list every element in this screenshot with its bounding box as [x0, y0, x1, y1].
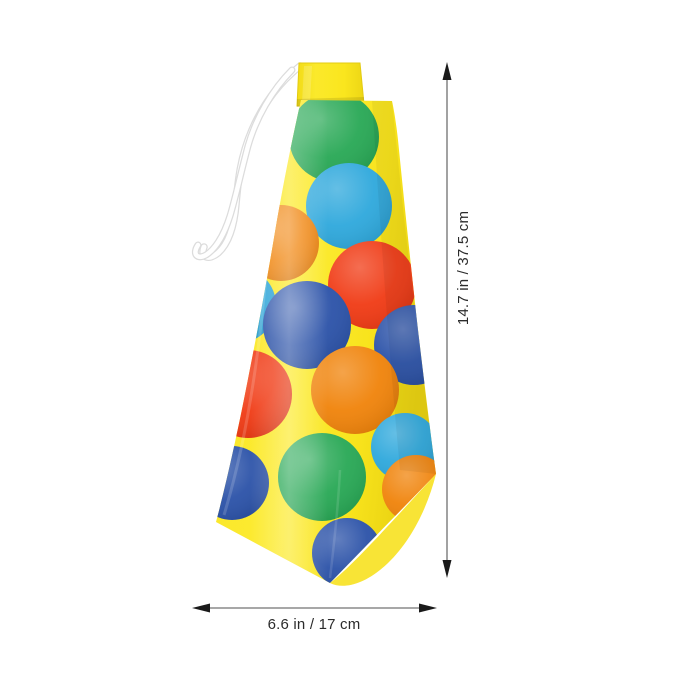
- polka-dot-group: [216, 100, 436, 583]
- tie-blade: [216, 100, 436, 586]
- neck-strap: [191, 62, 304, 261]
- dot-orange-mid-right: [311, 346, 399, 434]
- dot-red-upper-right: [328, 241, 416, 329]
- width-dimension-label: 6.6 in / 17 cm: [267, 616, 361, 633]
